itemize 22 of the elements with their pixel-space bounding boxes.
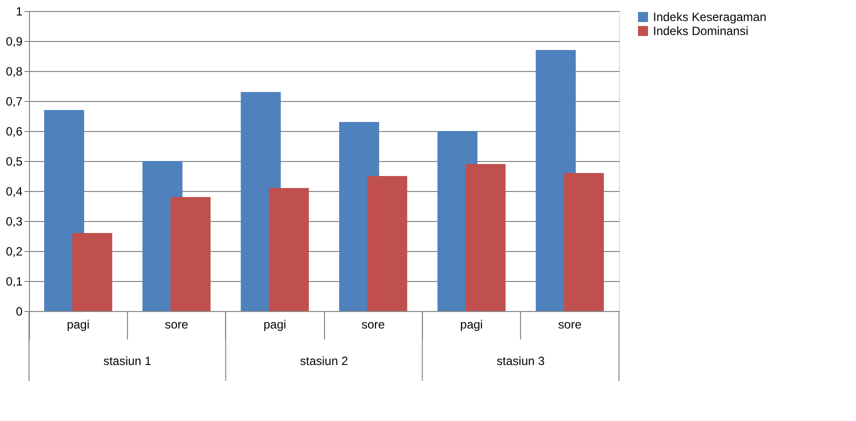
x-tick-label: pagi xyxy=(460,318,483,332)
x-tick-label: pagi xyxy=(263,318,286,332)
x-tick-label: sore xyxy=(361,318,386,332)
legend-label: Indeks Dominansi xyxy=(653,24,748,38)
y-tick-label: 1 xyxy=(16,4,23,18)
text: stasiun 3 xyxy=(496,354,546,368)
text: stasiun 1 xyxy=(103,354,152,368)
text: stasiun 2 xyxy=(300,354,348,368)
x-tick-label: sore xyxy=(558,318,582,332)
y-tick-label: 0,4 xyxy=(6,184,23,198)
y-tick-label: 0,1 xyxy=(6,274,23,288)
y-tick-label: 0,8 xyxy=(6,64,23,78)
x-tick-label: sore xyxy=(164,318,188,332)
y-tick-label: 0,7 xyxy=(6,94,23,108)
y-tick-label: 0,3 xyxy=(6,214,23,228)
y-tick-label: 0,2 xyxy=(6,244,23,258)
y-tick-label: 0,6 xyxy=(6,124,23,138)
y-tick-label: 0,9 xyxy=(6,34,23,48)
x-tick-label: pagi xyxy=(66,318,90,332)
y-tick-label: 0,5 xyxy=(6,154,23,168)
y-tick-label: 0 xyxy=(16,304,23,318)
legend-label: Indeks Keseragaman xyxy=(653,10,766,24)
